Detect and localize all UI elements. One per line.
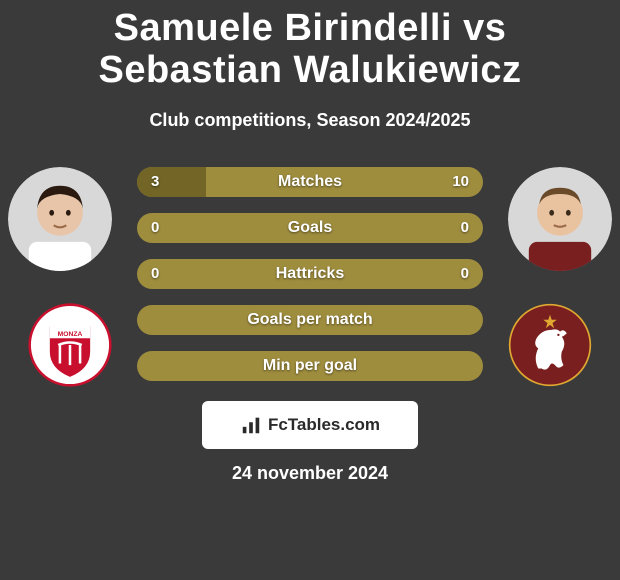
bar-value-left: 3 [151,173,159,190]
player-left-avatar [8,167,112,271]
date: 24 november 2024 [0,449,620,484]
player-right-avatar [508,167,612,271]
stat-bar-row: Goals per match [137,305,483,335]
fctables-logo: FcTables.com [202,401,418,449]
bar-value-left: 0 [151,265,159,282]
bar-label: Goals per match [137,311,483,329]
svg-text:MONZA: MONZA [58,330,83,337]
bar-value-right: 0 [461,219,469,236]
bar-value-left: 0 [151,219,159,236]
stat-bars-container: Matches310Goals00Hattricks00Goals per ma… [137,149,483,381]
bar-chart-icon [240,414,262,436]
bar-label: Min per goal [137,357,483,375]
stat-bar-row: Min per goal [137,351,483,381]
bar-label: Goals [137,219,483,237]
logo-text: FcTables.com [268,415,380,435]
stat-bar-row: Matches3 10 [137,167,483,197]
bar-label: Matches [137,173,483,191]
bar-label: Hattricks [137,265,483,283]
page-title: Samuele Birindelli vs Sebastian Walukiew… [0,0,620,96]
bar-value-right: 0 [461,265,469,282]
club-right-badge [508,303,592,387]
stat-bar-row: Hattricks0 0 [137,259,483,289]
subtitle: Club competitions, Season 2024/2025 [0,96,620,149]
comparison-area: MONZA Matches310Goals00Hattricks00Goals … [0,149,620,484]
club-left-badge: MONZA [28,303,112,387]
bar-value-right: 10 [452,173,469,190]
stat-bar-row: Goals0 0 [137,213,483,243]
